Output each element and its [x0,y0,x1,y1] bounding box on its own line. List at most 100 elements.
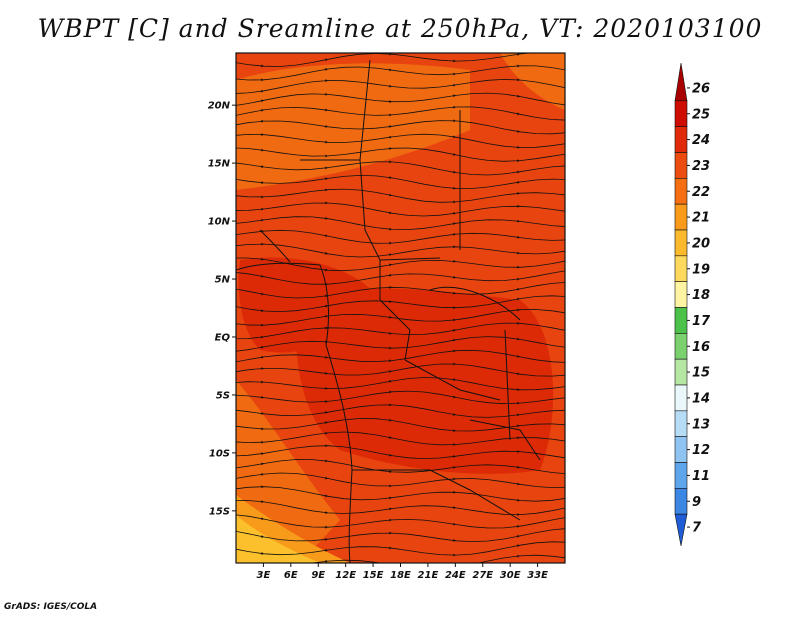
colorbar-label: 17 [692,314,711,329]
streamline-arrow [581,140,584,143]
colorbar-label: 7 [692,521,702,536]
streamline [236,188,565,203]
lat-tick-label: 15S [209,506,230,517]
streamline-arrow [453,152,456,156]
streamline-arrow [389,211,392,215]
streamline-arrow [581,281,584,284]
streamline-arrow [581,559,584,562]
streamline-arrow [453,553,456,557]
streamline [236,500,565,516]
streamline-arrow [389,113,392,117]
streamline [236,377,565,391]
streamline-arrow [325,476,328,480]
streamline [236,295,565,313]
colorbar-segment [674,229,688,257]
streamline-arrow [581,247,584,250]
streamline-arrow [581,458,584,461]
streamline-arrow [517,482,520,486]
colorbar-segment [674,513,688,547]
streamline-arrow [453,291,456,295]
streamline [236,106,565,121]
streamline-arrow [581,395,584,398]
streamline-arrow [325,154,328,158]
streamline-arrow [261,485,264,489]
streamline [236,120,565,135]
streamline-arrow [389,227,392,231]
streamline-arrow [581,527,584,530]
lon-tick-label: 18E [390,570,411,581]
streamline-arrow [389,147,392,151]
streamline-arrow [453,119,456,123]
streamline-arrow [261,274,264,278]
streamline-arrow [453,135,456,139]
streamline-arrow [325,251,328,255]
streamline-arrow [389,390,392,394]
lon-tick-label: 12E [335,570,356,581]
streamline-arrow [581,151,584,154]
streamline-arrow [581,196,584,199]
streamline-arrow [389,380,392,383]
colorbar-segment [674,488,688,515]
streamline-arrow [325,538,328,541]
streamline-arrow [581,360,584,363]
streamline [236,390,565,405]
streamline-arrow [517,219,520,223]
lon-tick-label: 6E [284,570,298,581]
streamline-arrow [325,216,328,220]
lon-tick-label: 33E [527,570,548,581]
streamline-arrow [517,436,520,440]
streamline-arrow [517,413,520,417]
streamline-arrow [581,442,584,445]
streamline-arrow [581,164,584,167]
streamline-arrow [325,268,328,272]
streamline [236,404,565,418]
streamline-arrow [453,259,456,263]
colorbar-segment [674,281,688,308]
colorbar-segment [674,307,688,334]
streamline [236,243,565,258]
streamline-arrow [581,237,584,240]
streamline-arrow [389,285,392,289]
streamline-arrow [453,94,456,98]
streamline-arrow [261,380,264,384]
streamline-arrow [389,418,392,422]
streamline [236,282,565,299]
streamline-arrow [453,170,456,174]
streamline [236,257,565,272]
streamline-arrow [581,332,584,335]
streamline-arrow [453,318,456,322]
streamline-arrow [581,542,584,545]
streamline-arrow [517,251,520,255]
streamline-arrow [389,470,392,474]
streamline-arrow [517,401,520,405]
streamline-arrow [453,429,456,433]
streamline-arrow [389,193,392,197]
streamline-arrow [261,292,264,296]
streamline-arrow [517,145,520,149]
streamline-arrow [389,100,392,103]
streamline-arrow [325,201,328,205]
lon-tick-label: 9E [311,570,325,581]
chart-title: WBPT [C] and Sreamline at 250hPa, VT: 20… [37,14,763,43]
streamline [236,229,565,244]
streamline-arrow [389,484,392,488]
streamline-arrow [261,500,264,504]
streamline-arrow [261,473,264,476]
streamline-arrow [581,383,584,386]
streamline-arrow [261,335,264,339]
colorbar-segment [674,255,688,282]
streamline-arrow [389,531,392,535]
streamline-arrow [453,522,456,526]
streamline-arrow [261,427,264,431]
streamline-arrow [261,89,264,93]
streamline [236,445,565,460]
streamline-arrow [261,309,264,313]
streamline-arrow [261,440,264,444]
colorbar-label: 12 [692,443,710,458]
wbpt-shading [236,53,565,563]
streamline-arrow [453,338,456,342]
streamline-arrow [517,159,520,163]
streamline-arrow [389,346,392,350]
streamline-arrow [517,372,520,376]
streamline [236,336,565,352]
